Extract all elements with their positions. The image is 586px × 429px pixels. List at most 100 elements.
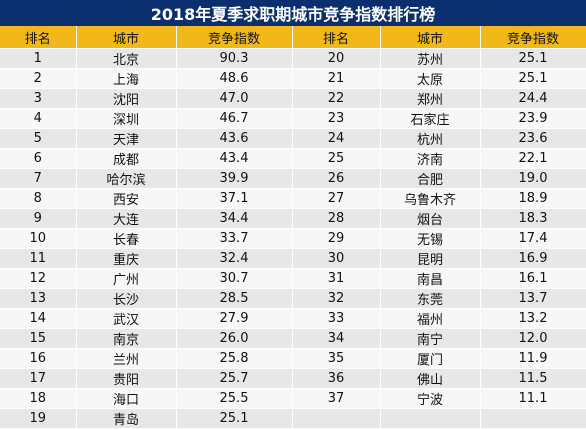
header-rank-right: 排名 — [292, 26, 381, 49]
score-cell: 28.5 — [176, 288, 293, 309]
page-title: 2018年夏季求职期城市竞争指数排行榜 — [0, 0, 586, 26]
rank-cell: 34 — [292, 328, 381, 349]
score-cell: 23.6 — [480, 128, 586, 149]
header-city-left: 城市 — [76, 26, 177, 49]
rank-cell — [292, 408, 381, 429]
rank-cell: 27 — [292, 188, 381, 209]
score-cell: 48.6 — [176, 68, 293, 89]
city-cell: 哈尔滨 — [76, 168, 177, 189]
rank-cell: 7 — [0, 168, 77, 189]
table-row: 13 长沙 28.5 32 东莞 13.7 — [0, 288, 586, 309]
score-cell: 11.1 — [480, 388, 586, 409]
city-cell: 广州 — [76, 268, 177, 289]
city-cell: 海口 — [76, 388, 177, 409]
rank-cell: 11 — [0, 248, 77, 269]
score-cell: 17.4 — [480, 228, 586, 249]
header-row: 排名 城市 竞争指数 排名 城市 竞争指数 — [0, 26, 586, 49]
city-cell: 上海 — [76, 68, 177, 89]
score-cell: 47.0 — [176, 88, 293, 109]
city-cell: 西安 — [76, 188, 177, 209]
score-cell: 33.7 — [176, 228, 293, 249]
city-cell: 东莞 — [380, 288, 481, 309]
table-body: 1 北京 90.3 20 苏州 25.1 2 上海 48.6 21 太原 25.1 3 沈阳 47.0 22 郑… — [0, 48, 586, 429]
score-cell — [480, 408, 586, 429]
rank-cell: 37 — [292, 388, 381, 409]
table-row: 11 重庆 32.4 30 昆明 16.9 — [0, 248, 586, 269]
header-score-left: 竞争指数 — [176, 26, 293, 49]
score-cell: 39.9 — [176, 168, 293, 189]
score-cell: 46.7 — [176, 108, 293, 129]
table-row: 1 北京 90.3 20 苏州 25.1 — [0, 48, 586, 69]
city-cell: 南昌 — [380, 268, 481, 289]
score-cell: 25.1 — [480, 68, 586, 89]
score-cell: 43.4 — [176, 148, 293, 169]
rank-cell: 30 — [292, 248, 381, 269]
city-cell: 佛山 — [380, 368, 481, 389]
score-cell: 11.5 — [480, 368, 586, 389]
score-cell: 11.9 — [480, 348, 586, 369]
table-row: 9 大连 34.4 28 烟台 18.3 — [0, 208, 586, 229]
rank-cell: 21 — [292, 68, 381, 89]
table-row: 7 哈尔滨 39.9 26 合肥 19.0 — [0, 168, 586, 189]
table-row: 10 长春 33.7 29 无锡 17.4 — [0, 228, 586, 249]
rank-cell: 2 — [0, 68, 77, 89]
rank-cell: 9 — [0, 208, 77, 229]
city-cell: 南京 — [76, 328, 177, 349]
rank-cell: 28 — [292, 208, 381, 229]
rank-cell: 18 — [0, 388, 77, 409]
table-row: 4 深圳 46.7 23 石家庄 23.9 — [0, 108, 586, 129]
score-cell: 24.4 — [480, 88, 586, 109]
score-cell: 37.1 — [176, 188, 293, 209]
city-cell: 乌鲁木齐 — [380, 188, 481, 209]
score-cell: 12.0 — [480, 328, 586, 349]
score-cell: 32.4 — [176, 248, 293, 269]
city-cell — [380, 408, 481, 429]
city-cell: 合肥 — [380, 168, 481, 189]
ranking-table: 排名 城市 竞争指数 排名 城市 竞争指数 1 北京 90.3 20 苏州 25.1 2 上海… — [0, 26, 586, 429]
score-cell: 30.7 — [176, 268, 293, 289]
score-cell: 25.8 — [176, 348, 293, 369]
score-cell: 25.7 — [176, 368, 293, 389]
city-cell: 兰州 — [76, 348, 177, 369]
table-row: 15 南京 26.0 34 南宁 12.0 — [0, 328, 586, 349]
rank-cell: 36 — [292, 368, 381, 389]
score-cell: 19.0 — [480, 168, 586, 189]
table-row: 5 天津 43.6 24 杭州 23.6 — [0, 128, 586, 149]
table-row: 3 沈阳 47.0 22 郑州 24.4 — [0, 88, 586, 109]
rank-cell: 22 — [292, 88, 381, 109]
city-cell: 无锡 — [380, 228, 481, 249]
header-score-right: 竞争指数 — [480, 26, 586, 49]
score-cell: 90.3 — [176, 48, 293, 69]
city-cell: 沈阳 — [76, 88, 177, 109]
rank-cell: 32 — [292, 288, 381, 309]
rank-cell: 20 — [292, 48, 381, 69]
rank-cell: 17 — [0, 368, 77, 389]
city-cell: 天津 — [76, 128, 177, 149]
rank-cell: 24 — [292, 128, 381, 149]
city-cell: 大连 — [76, 208, 177, 229]
city-cell: 重庆 — [76, 248, 177, 269]
score-cell: 43.6 — [176, 128, 293, 149]
rank-cell: 26 — [292, 168, 381, 189]
rank-cell: 15 — [0, 328, 77, 349]
city-cell: 北京 — [76, 48, 177, 69]
score-cell: 27.9 — [176, 308, 293, 329]
city-cell: 成都 — [76, 148, 177, 169]
city-cell: 南宁 — [380, 328, 481, 349]
table-row: 2 上海 48.6 21 太原 25.1 — [0, 68, 586, 89]
score-cell: 23.9 — [480, 108, 586, 129]
rank-cell: 19 — [0, 408, 77, 429]
city-cell: 厦门 — [380, 348, 481, 369]
table-row: 12 广州 30.7 31 南昌 16.1 — [0, 268, 586, 289]
city-cell: 郑州 — [380, 88, 481, 109]
city-cell: 太原 — [380, 68, 481, 89]
rank-cell: 4 — [0, 108, 77, 129]
rank-cell: 16 — [0, 348, 77, 369]
rank-cell: 33 — [292, 308, 381, 329]
city-cell: 济南 — [380, 148, 481, 169]
city-cell: 贵阳 — [76, 368, 177, 389]
score-cell: 13.7 — [480, 288, 586, 309]
city-cell: 长春 — [76, 228, 177, 249]
score-cell: 25.5 — [176, 388, 293, 409]
rank-cell: 10 — [0, 228, 77, 249]
